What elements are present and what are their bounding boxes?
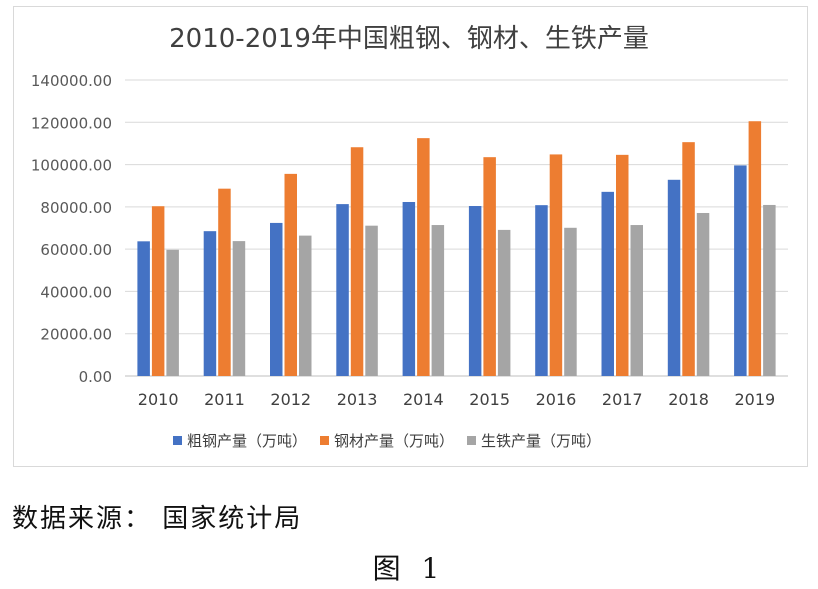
x-tick-label: 2015: [469, 390, 510, 409]
bar: [270, 222, 283, 376]
x-tick-label: 2011: [204, 390, 245, 409]
x-tick-label: 2010: [138, 390, 179, 409]
bar: [483, 157, 496, 376]
x-tick-label: 2012: [270, 390, 311, 409]
bar: [497, 229, 511, 376]
bar: [218, 188, 231, 376]
bar: [151, 206, 165, 376]
y-tick-label: 80000.00: [40, 199, 112, 217]
x-tick-label: 2016: [536, 390, 577, 409]
bar: [232, 241, 246, 376]
x-tick-label: 2018: [668, 390, 709, 409]
bar: [601, 191, 614, 376]
x-tick-label: 2014: [403, 390, 444, 409]
legend-swatch: [467, 436, 476, 445]
legend-label: 生铁产量（万吨）: [481, 432, 601, 450]
legend-swatch: [173, 436, 182, 445]
y-tick-label: 20000.00: [40, 326, 112, 344]
bar: [734, 165, 747, 376]
y-tick-label: 60000.00: [40, 241, 112, 259]
figure-label: 图 1: [372, 552, 446, 585]
chart-title: 2010-2019年中国粗钢、钢材、生铁产量: [169, 24, 649, 54]
bar: [203, 231, 217, 376]
y-tick-label: 100000.00: [31, 157, 112, 175]
x-tick-label: 2019: [734, 390, 775, 409]
legend-label: 钢材产量（万吨）: [334, 432, 454, 450]
y-tick-label: 40000.00: [40, 283, 112, 301]
bar: [365, 225, 378, 376]
bar: [748, 121, 762, 376]
y-tick-label: 0.00: [79, 368, 112, 386]
bar: [468, 206, 482, 376]
y-tick-label: 120000.00: [31, 114, 112, 132]
bar: [564, 227, 577, 376]
legend-swatch: [320, 436, 329, 445]
bar: [350, 147, 364, 376]
bar: [535, 205, 548, 376]
legend-label: 粗钢产量（万吨）: [187, 432, 307, 450]
y-tick-label: 140000.00: [31, 72, 112, 90]
bar: [431, 225, 445, 376]
bar: [763, 204, 776, 376]
x-tick-label: 2017: [602, 390, 643, 409]
bar: [616, 154, 629, 376]
bar-chart: 2010-2019年中国粗钢、钢材、生铁产量 0.00 20000.00 40000.…: [31, 24, 788, 450]
bar: [137, 241, 150, 376]
bar: [417, 138, 430, 376]
bar: [402, 201, 416, 376]
x-tick-label: 2013: [337, 390, 378, 409]
bar: [630, 225, 643, 376]
bar: [682, 142, 695, 376]
bar: [549, 154, 563, 376]
data-source-note: 数据来源： 国家统计局: [12, 504, 303, 534]
bar: [336, 204, 349, 376]
bar: [299, 235, 312, 376]
bar: [166, 249, 179, 376]
bar: [667, 179, 681, 376]
bar: [284, 173, 297, 376]
bar: [696, 212, 710, 376]
